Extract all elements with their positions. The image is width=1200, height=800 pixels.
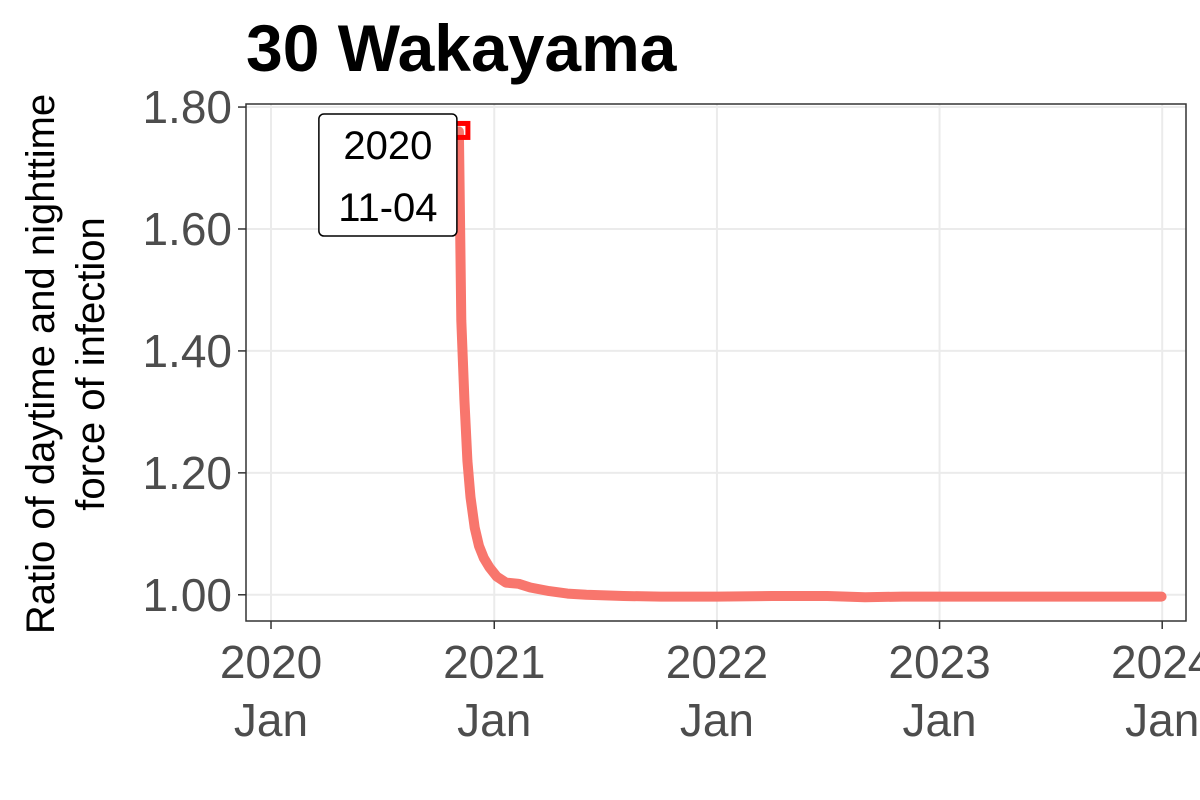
y-axis: 1.00 1.20 1.40 1.60 1.80 — [142, 81, 246, 621]
annotation-label: 11-04 — [338, 186, 437, 230]
x-tick-label-year: 2020 — [220, 636, 322, 688]
y-tick-label: 1.20 — [142, 447, 232, 499]
x-axis: 2020 Jan 2021 Jan 2022 Jan 2023 Jan 2024 Jan — [220, 621, 1200, 746]
x-tick-label-year: 2024 — [1111, 636, 1200, 688]
x-tick-label-year: 2023 — [888, 636, 990, 688]
series-layer — [453, 126, 1167, 603]
series-line — [453, 126, 1167, 603]
y-tick-label: 1.80 — [142, 81, 232, 133]
chart-title: 30 Wakayama — [246, 11, 678, 85]
y-axis-label: Ratio of daytime and nighttime force of … — [19, 94, 113, 634]
annotation-label: 2020 — [343, 124, 432, 168]
x-tick-label-month: Jan — [1125, 694, 1199, 746]
panel-border — [245, 103, 1187, 622]
y-axis-label-line-1: Ratio of daytime and nighttime — [19, 94, 63, 634]
y-tick-label: 1.60 — [142, 203, 232, 255]
y-tick-label: 1.40 — [142, 325, 232, 377]
x-tick-label-month: Jan — [234, 694, 308, 746]
y-tick-label: 1.00 — [142, 569, 232, 621]
x-tick-label-month: Jan — [902, 694, 976, 746]
annotation-box — [318, 113, 458, 237]
x-tick-label-year: 2021 — [443, 636, 545, 688]
x-tick-label-year: 2022 — [666, 636, 768, 688]
x-tick-label-month: Jan — [457, 694, 531, 746]
x-tick-label-month: Jan — [680, 694, 754, 746]
annotation-layer: 2020 11-04 — [318, 113, 471, 237]
y-axis-label-line-2: force of infection — [69, 217, 113, 511]
